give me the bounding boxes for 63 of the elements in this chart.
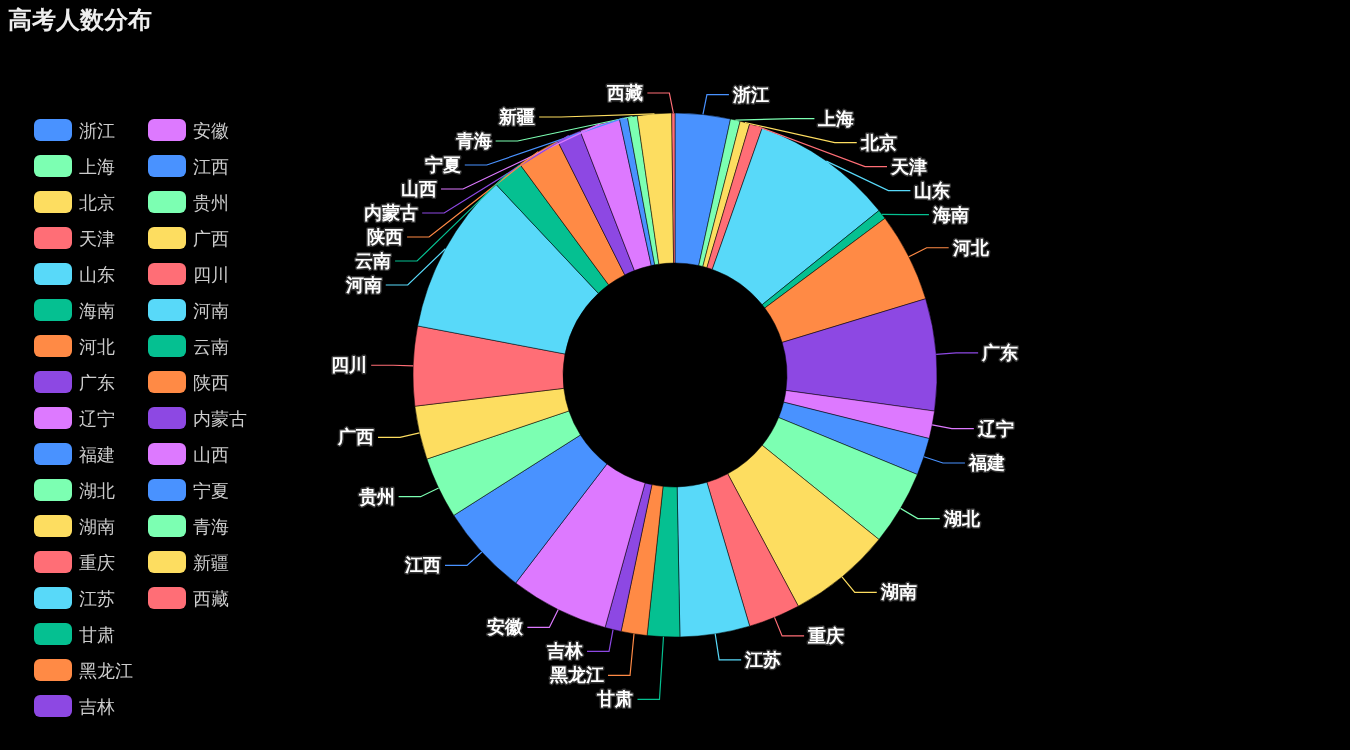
- slice-label: 天津: [889, 155, 927, 177]
- legend-label: 湖南: [79, 516, 115, 537]
- legend-label: 吉林: [79, 696, 115, 717]
- slice-label: 贵州: [357, 485, 395, 507]
- slice-label: 宁夏: [424, 154, 461, 176]
- legend-label: 海南: [79, 300, 115, 321]
- legend-label: 天津: [79, 228, 115, 249]
- slice-label: 湖北: [942, 507, 981, 529]
- slice-label: 广西: [336, 426, 374, 448]
- slice-label: 辽宁: [976, 417, 1014, 439]
- slice-label: 云南: [355, 250, 392, 272]
- slice-label: 四川: [331, 354, 368, 376]
- slice-label: 江西: [404, 554, 442, 576]
- slice-label: 西藏: [606, 82, 644, 104]
- legend-label: 福建: [79, 444, 115, 465]
- slice-label: 河南: [344, 274, 382, 296]
- legend-label: 安徽: [193, 120, 229, 141]
- slice-label: 陕西: [367, 226, 404, 248]
- slice-label: 福建: [967, 451, 1005, 473]
- legend-label: 黑龙江: [79, 660, 133, 681]
- legend-label: 广东: [79, 372, 115, 393]
- slice-label: 黑龙江: [549, 664, 605, 686]
- legend-label: 江苏: [79, 588, 115, 609]
- legend-label: 北京: [79, 192, 115, 213]
- legend-label: 山西: [193, 444, 229, 465]
- legend-label: 上海: [79, 156, 115, 177]
- legend-label: 广西: [193, 228, 229, 249]
- slice-label: 浙江: [731, 83, 769, 105]
- slice-label: 内蒙古: [364, 202, 419, 224]
- slice-label: 新疆: [498, 106, 536, 128]
- legend-label: 新疆: [193, 552, 229, 573]
- legend-label: 浙江: [79, 120, 115, 141]
- legend-label: 四川: [193, 264, 229, 285]
- legend-label: 西藏: [193, 588, 229, 609]
- slice-label: 山东: [914, 179, 951, 201]
- chart-title: 高考人数分布: [8, 6, 152, 34]
- slice-label: 广东: [981, 341, 1019, 363]
- slice-label: 湖南: [879, 581, 917, 603]
- legend-label: 青海: [193, 516, 229, 537]
- slice-label: 河北: [951, 236, 990, 258]
- slice-label: 江苏: [744, 648, 782, 670]
- slice-label: 北京: [859, 131, 897, 153]
- slice-label: 海南: [931, 203, 969, 225]
- legend-label: 重庆: [79, 552, 115, 573]
- legend-label: 湖北: [79, 480, 115, 501]
- slice-label: 安徽: [487, 616, 525, 638]
- legend-label: 江西: [193, 156, 229, 177]
- slice-label: 甘肃: [596, 688, 634, 710]
- slice-label: 重庆: [807, 624, 845, 646]
- legend-label: 云南: [193, 336, 229, 357]
- slice-label: 吉林: [546, 640, 585, 662]
- legend-label: 辽宁: [79, 408, 115, 429]
- category-label: 青海: [455, 130, 492, 152]
- legend-label: 山东: [79, 264, 115, 285]
- category-label: 上海: [818, 107, 855, 129]
- legend-label: 陕西: [193, 372, 229, 393]
- legend-label: 河南: [193, 300, 229, 321]
- legend-label: 内蒙古: [193, 408, 247, 429]
- slice-label: 山西: [401, 178, 438, 200]
- legend-label: 甘肃: [79, 624, 115, 645]
- legend-label: 贵州: [193, 192, 229, 213]
- legend-label: 河北: [79, 336, 115, 357]
- legend-label: 宁夏: [193, 480, 229, 501]
